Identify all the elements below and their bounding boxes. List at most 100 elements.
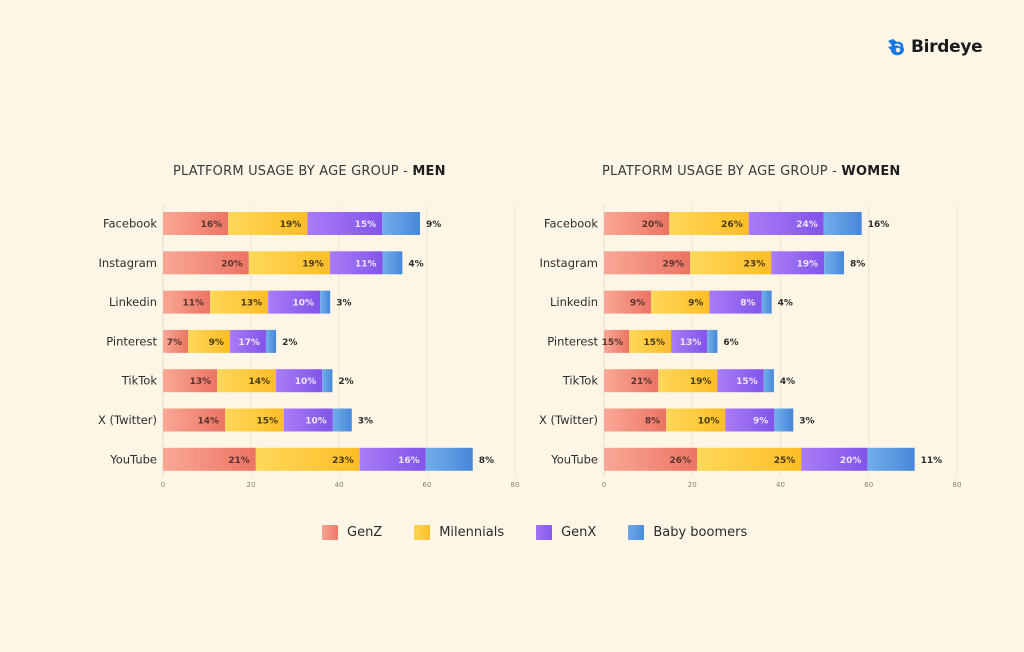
data-label-genx-pinterest: 13%: [680, 338, 702, 348]
x-tick-label: 80: [953, 481, 962, 489]
bar-segment-genx-youtube: [359, 447, 426, 471]
bar-segment-baby-boomers-pinterest: [707, 329, 718, 353]
data-label-baby-boomers-facebook: 9%: [426, 220, 441, 230]
data-label-milennials-pinterest: 9%: [209, 338, 224, 348]
chart-title-prefix: PLATFORM USAGE BY AGE GROUP -: [602, 164, 842, 179]
category-label-pinterest: Pinterest: [547, 334, 598, 348]
data-label-milennials-pinterest: 15%: [644, 338, 666, 348]
data-label-milennials-x-twitter: 15%: [256, 417, 278, 427]
data-label-genx-instagram: 11%: [355, 259, 377, 269]
data-label-baby-boomers-x-twitter: 3%: [358, 417, 373, 427]
data-label-baby-boomers-linkedin: 3%: [336, 299, 351, 309]
legend-swatch-millennials: [414, 525, 431, 540]
bar-segment-milennials-linkedin: [210, 290, 269, 314]
data-label-genz-x-twitter: 14%: [197, 417, 219, 427]
bar-segment-genx-pinterest: [229, 329, 266, 353]
data-label-baby-boomers-instagram: 8%: [850, 259, 865, 269]
bar-segment-genz-instagram: [163, 251, 249, 275]
chart-women: 0 20 40 60 80 Facebook 20% 26% 24% 16% Instagram 29…: [539, 205, 962, 489]
legend-swatch-baby-boomers: [628, 525, 645, 540]
bar-segment-milennials-instagram: [248, 251, 330, 275]
data-label-baby-boomers-pinterest: 6%: [723, 338, 738, 348]
bar-segment-baby-boomers-facebook: [823, 212, 862, 235]
data-label-baby-boomers-pinterest: 2%: [282, 338, 297, 348]
bar-segment-genz-x-twitter: [604, 408, 667, 432]
x-tick-label: 0: [161, 481, 165, 489]
bar-segment-genz-youtube: [604, 447, 698, 471]
data-label-milennials-linkedin: 13%: [241, 299, 263, 309]
legend-swatch-genx: [536, 525, 553, 540]
data-label-milennials-linkedin: 9%: [688, 299, 703, 309]
category-label-facebook: Facebook: [544, 217, 598, 231]
legend-item-baby-boomers: Baby boomers: [628, 525, 747, 540]
chart-title-emphasis: WOMEN: [841, 164, 901, 179]
legend-label: GenX: [561, 525, 597, 540]
bar-segment-genz-instagram: [604, 251, 691, 275]
category-label-pinterest: Pinterest: [106, 334, 157, 348]
chart-men: 0 20 40 60 80 Facebook 16% 19% 15% 9% Instagram 20%…: [98, 205, 519, 489]
x-tick-label: 20: [688, 481, 697, 489]
data-label-genx-pinterest: 17%: [238, 338, 260, 348]
bar-segment-milennials-facebook: [228, 212, 308, 235]
bar-segment-genx-tiktok: [717, 369, 764, 393]
bar-segment-milennials-x-twitter: [666, 408, 726, 432]
data-label-genx-instagram: 19%: [797, 259, 819, 269]
data-label-genz-youtube: 26%: [670, 456, 692, 466]
bar-segment-milennials-instagram: [690, 251, 772, 275]
bar-segment-genz-tiktok: [604, 369, 659, 393]
bar-segment-baby-boomers-tiktok: [322, 369, 333, 393]
bar-segment-milennials-pinterest: [188, 329, 230, 353]
data-label-genz-facebook: 16%: [201, 220, 223, 230]
data-label-baby-boomers-linkedin: 4%: [778, 299, 793, 309]
bar-segment-baby-boomers-youtube: [867, 447, 915, 471]
bar-segment-genz-linkedin: [163, 290, 211, 314]
bar-segment-milennials-x-twitter: [225, 408, 284, 432]
data-label-baby-boomers-youtube: 8%: [479, 456, 494, 466]
data-label-genx-youtube: 16%: [398, 456, 420, 466]
bar-segment-genz-facebook: [604, 212, 670, 235]
category-label-instagram: Instagram: [539, 256, 598, 270]
data-label-milennials-youtube: 23%: [332, 456, 354, 466]
category-label-linkedin: Linkedin: [109, 295, 157, 309]
data-label-genz-instagram: 20%: [221, 259, 243, 269]
data-label-genz-linkedin: 11%: [183, 299, 205, 309]
bar-segment-genx-facebook: [748, 212, 824, 235]
data-label-genx-linkedin: 10%: [293, 299, 315, 309]
x-tick-label: 60: [864, 481, 873, 489]
category-label-linkedin: Linkedin: [550, 295, 598, 309]
legend-item-millennials: Milennials: [414, 525, 504, 540]
chart-title-men: PLATFORM USAGE BY AGE GROUP - MEN: [173, 164, 446, 179]
data-label-genx-facebook: 24%: [796, 220, 818, 230]
x-tick-label: 0: [602, 481, 606, 489]
bar-segment-genz-pinterest: [163, 329, 189, 353]
legend-label: Baby boomers: [653, 525, 748, 540]
data-label-genz-tiktok: 13%: [190, 377, 212, 387]
bar-segment-genx-x-twitter: [284, 408, 333, 432]
bar-segment-baby-boomers-facebook: [382, 212, 420, 235]
data-label-milennials-instagram: 19%: [302, 259, 324, 269]
chart-title-prefix: PLATFORM USAGE BY AGE GROUP -: [173, 164, 413, 179]
data-label-baby-boomers-tiktok: 2%: [338, 377, 353, 387]
data-label-genz-linkedin: 9%: [630, 299, 645, 309]
data-label-genx-tiktok: 15%: [736, 377, 758, 387]
x-tick-label: 40: [776, 481, 785, 489]
category-label-tiktok: TikTok: [562, 374, 599, 388]
category-label-x-twitter: X (Twitter): [539, 413, 598, 427]
data-label-milennials-tiktok: 19%: [690, 377, 712, 387]
legend-item-genx: GenX: [536, 525, 596, 540]
data-label-milennials-youtube: 25%: [774, 456, 796, 466]
legend-label: GenZ: [347, 525, 383, 540]
bar-segment-baby-boomers-x-twitter: [332, 408, 352, 432]
bar-segment-genx-instagram: [329, 251, 383, 275]
category-label-x-twitter: X (Twitter): [98, 413, 157, 427]
bar-segment-milennials-youtube: [697, 447, 802, 471]
bar-segment-baby-boomers-pinterest: [265, 329, 277, 353]
data-label-baby-boomers-x-twitter: 3%: [799, 417, 814, 427]
bar-segment-genz-youtube: [163, 447, 256, 471]
bar-segment-genx-linkedin: [709, 290, 762, 314]
bar-segment-genz-facebook: [163, 212, 229, 235]
data-label-genx-tiktok: 10%: [295, 377, 317, 387]
bar-segment-genx-linkedin: [268, 290, 321, 314]
data-label-genz-facebook: 20%: [642, 220, 664, 230]
data-label-genx-youtube: 20%: [840, 456, 862, 466]
